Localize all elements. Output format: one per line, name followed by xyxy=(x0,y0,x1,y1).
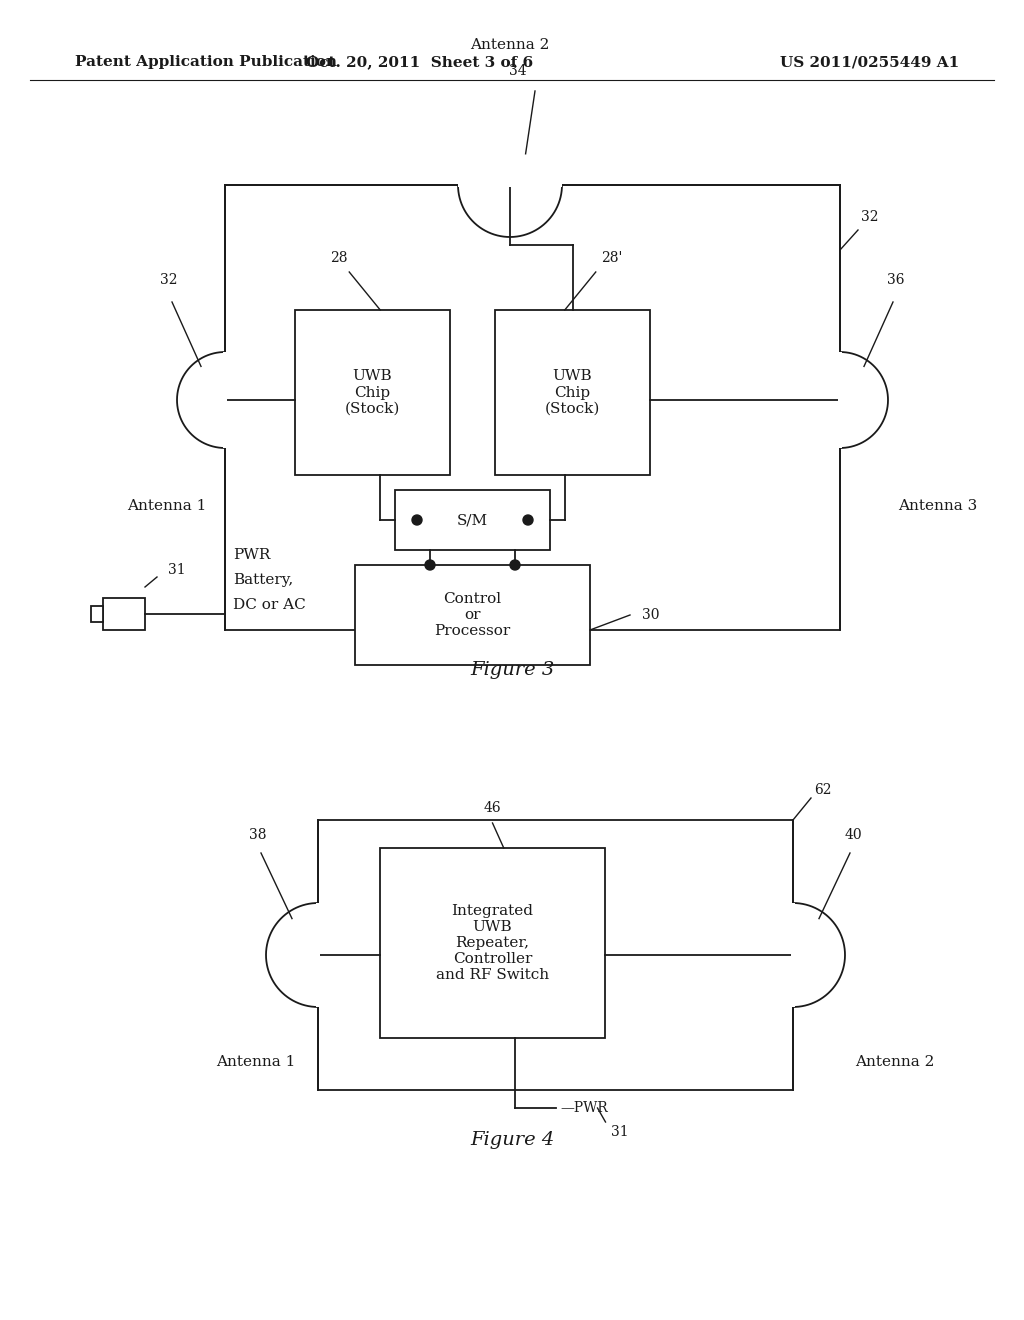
Bar xyxy=(458,183,562,187)
Text: 32: 32 xyxy=(861,210,879,224)
Bar xyxy=(316,903,319,1007)
Text: Antenna 2: Antenna 2 xyxy=(470,38,550,51)
Text: 46: 46 xyxy=(483,801,502,814)
Text: PWR: PWR xyxy=(233,548,270,562)
Bar xyxy=(223,352,227,447)
Text: 32: 32 xyxy=(160,273,178,286)
Circle shape xyxy=(510,560,520,570)
Text: Figure 4: Figure 4 xyxy=(470,1131,554,1148)
Bar xyxy=(225,185,840,630)
Text: Battery,: Battery, xyxy=(233,573,293,587)
Bar xyxy=(838,352,842,447)
Circle shape xyxy=(412,515,422,525)
Text: DC or AC: DC or AC xyxy=(233,598,306,612)
Text: UWB
Chip
(Stock): UWB Chip (Stock) xyxy=(345,370,400,416)
Text: 31: 31 xyxy=(610,1125,628,1139)
Text: 36: 36 xyxy=(887,273,905,286)
Text: Oct. 20, 2011  Sheet 3 of 6: Oct. 20, 2011 Sheet 3 of 6 xyxy=(306,55,534,69)
Text: 28': 28' xyxy=(600,251,622,265)
Text: Integrated
UWB
Repeater,
Controller
and RF Switch: Integrated UWB Repeater, Controller and … xyxy=(436,904,549,982)
Bar xyxy=(791,903,795,1007)
Bar xyxy=(318,820,793,1090)
Bar xyxy=(380,847,605,1038)
Text: Figure 3: Figure 3 xyxy=(470,661,554,678)
Text: UWB
Chip
(Stock): UWB Chip (Stock) xyxy=(545,370,600,416)
Text: 28: 28 xyxy=(330,251,347,265)
Text: 31: 31 xyxy=(168,564,185,577)
Text: Antenna 1: Antenna 1 xyxy=(127,499,207,513)
Text: Control
or
Processor: Control or Processor xyxy=(434,591,511,638)
Bar xyxy=(395,490,550,550)
Text: Antenna 2: Antenna 2 xyxy=(855,1055,934,1069)
Bar xyxy=(103,598,145,630)
Bar xyxy=(355,565,590,665)
Text: 62: 62 xyxy=(814,783,831,797)
Text: —PWR: —PWR xyxy=(560,1101,608,1115)
Circle shape xyxy=(425,560,435,570)
Text: 30: 30 xyxy=(642,609,659,622)
Text: US 2011/0255449 A1: US 2011/0255449 A1 xyxy=(780,55,959,69)
Text: 38: 38 xyxy=(249,828,266,842)
Bar xyxy=(495,310,650,475)
Bar xyxy=(91,606,103,622)
Text: Antenna 1: Antenna 1 xyxy=(216,1055,296,1069)
Text: Patent Application Publication: Patent Application Publication xyxy=(75,55,337,69)
Text: S/M: S/M xyxy=(457,513,488,527)
Circle shape xyxy=(523,515,534,525)
Text: Antenna 3: Antenna 3 xyxy=(898,499,977,513)
Text: 34: 34 xyxy=(509,63,526,78)
Bar xyxy=(295,310,450,475)
Text: 40: 40 xyxy=(844,828,862,842)
